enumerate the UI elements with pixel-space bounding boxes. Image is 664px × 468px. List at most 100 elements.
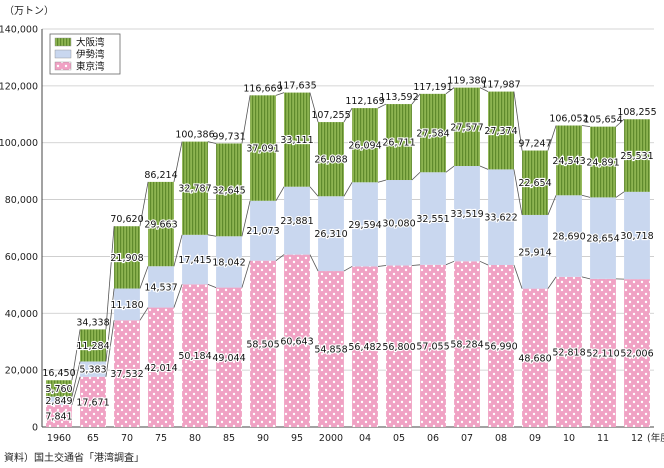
- bar-segment-ise: [624, 191, 650, 280]
- x-tick-label: 05: [393, 433, 405, 444]
- value-label-total: 108,255: [617, 107, 656, 118]
- connector-line: [105, 320, 115, 377]
- bar-segment-ise: [318, 196, 344, 272]
- connector-line: [71, 329, 81, 381]
- value-label-ise: 5,383: [79, 365, 106, 376]
- connector-line: [309, 254, 319, 272]
- value-label-osaka: 37,091: [246, 144, 279, 155]
- value-label-total: 106,052: [549, 114, 588, 125]
- bar-segment-ise: [216, 236, 242, 288]
- bar-segment-ise: [420, 172, 446, 265]
- connector-line: [309, 186, 319, 197]
- bar-segment-ise: [182, 234, 208, 285]
- y-tick-label: 0: [32, 423, 38, 434]
- value-label-total: 16,450: [42, 368, 75, 379]
- bar-segment-osaka: [454, 87, 480, 167]
- x-tick-label: 70: [121, 433, 133, 444]
- connector-line: [275, 254, 285, 261]
- bar-segment-tokyo: [522, 288, 548, 427]
- bar-segment-osaka: [590, 126, 616, 198]
- value-label-tokyo: 60,643: [280, 336, 313, 347]
- connector-lines: [71, 87, 625, 405]
- bar-segment-osaka: [250, 95, 276, 201]
- value-label-ise: 18,042: [212, 257, 245, 268]
- connector-line: [445, 87, 455, 95]
- connector-line: [173, 141, 183, 182]
- connector-line: [207, 283, 217, 288]
- connector-line: [513, 264, 523, 289]
- bar-segment-osaka: [216, 143, 242, 237]
- x-tick-label: 95: [291, 433, 303, 444]
- x-tick-label: 1960: [47, 433, 71, 444]
- bar-segment-tokyo: [114, 320, 140, 427]
- y-tick-label: 100,000: [0, 138, 38, 149]
- connector-line: [377, 179, 387, 183]
- x-tick-label: 09: [529, 433, 541, 444]
- legend-label-tokyo: 東京湾: [76, 61, 105, 73]
- connector-line: [547, 125, 557, 151]
- value-label-osaka: 24,891: [586, 158, 619, 169]
- value-label-tokyo: 52,006: [620, 349, 653, 360]
- x-tick-label: 2000: [319, 433, 343, 444]
- connector-line: [207, 234, 217, 237]
- bar-segment-osaka: [148, 181, 174, 267]
- bar-segment-tokyo: [590, 278, 616, 427]
- bar-segment-ise: [148, 266, 174, 308]
- x-tick-label: 07: [461, 433, 473, 444]
- value-label-osaka: 22,654: [518, 178, 551, 189]
- y-tick-label: 20,000: [5, 366, 38, 377]
- bar-segment-ise: [352, 182, 378, 267]
- value-label-osaka: 27,374: [484, 126, 517, 137]
- y-tick-label: 40,000: [5, 309, 38, 320]
- value-label-osaka: 26,711: [382, 138, 415, 149]
- value-label-osaka: 26,088: [314, 155, 347, 166]
- value-label-total: 112,169: [345, 96, 384, 107]
- x-tick-label: 12: [631, 433, 643, 444]
- y-tick-label: 120,000: [0, 81, 38, 92]
- value-label-ise: 30,718: [620, 231, 653, 242]
- bar-segment-osaka: [522, 150, 548, 215]
- bar-segment-osaka: [556, 125, 582, 196]
- connector-line: [615, 191, 625, 198]
- connector-line: [445, 165, 455, 173]
- value-label-total: 117,635: [277, 81, 316, 92]
- value-label-total: 97,247: [518, 139, 551, 150]
- value-label-tokyo: 37,532: [110, 369, 143, 380]
- connector-line: [547, 276, 557, 289]
- connector-line: [105, 226, 115, 330]
- value-label-tokyo: 7,841: [45, 411, 72, 422]
- value-label-tokyo: 50,184: [178, 351, 211, 362]
- value-label-total: 117,987: [481, 80, 520, 91]
- bars: [46, 87, 650, 427]
- y-tick-label: 60,000: [5, 252, 38, 263]
- connector-line: [479, 165, 489, 170]
- value-label-osaka: 24,543: [552, 156, 585, 167]
- connector-line: [139, 181, 149, 227]
- bar-segment-ise: [522, 214, 548, 289]
- connector-line: [343, 107, 353, 123]
- connector-line: [139, 266, 149, 289]
- value-label-total: 116,669: [243, 83, 282, 94]
- value-label-ise: 26,310: [314, 229, 347, 240]
- x-tick-label: 75: [155, 433, 167, 444]
- value-label-ise: 32,551: [416, 214, 449, 225]
- connector-line: [241, 95, 251, 144]
- connector-line: [411, 93, 421, 105]
- value-label-total: 34,338: [76, 317, 109, 328]
- bar-segment-tokyo: [216, 287, 242, 427]
- connector-line: [173, 234, 183, 267]
- value-label-ise: 2,849: [45, 396, 72, 407]
- bar-segment-tokyo: [556, 276, 582, 427]
- value-label-total: 86,214: [144, 170, 177, 181]
- bar-segment-ise: [284, 186, 310, 255]
- bar-segment-osaka: [80, 329, 106, 362]
- connector-line: [71, 361, 81, 397]
- bar-segment-ise: [556, 195, 582, 277]
- value-label-tokyo: 17,671: [76, 397, 109, 408]
- x-axis-ticks: 1960 65 70 75 80 85 90 95 2000 04 05 06 07 08 09 10 11 12…: [47, 432, 664, 444]
- value-label-osaka: 32,645: [212, 185, 245, 196]
- value-label-osaka: 27,584: [416, 129, 449, 140]
- y-tick-label: 140,000: [0, 25, 38, 36]
- legend-swatch-ise: [54, 49, 72, 59]
- bar-segment-ise: [590, 197, 616, 279]
